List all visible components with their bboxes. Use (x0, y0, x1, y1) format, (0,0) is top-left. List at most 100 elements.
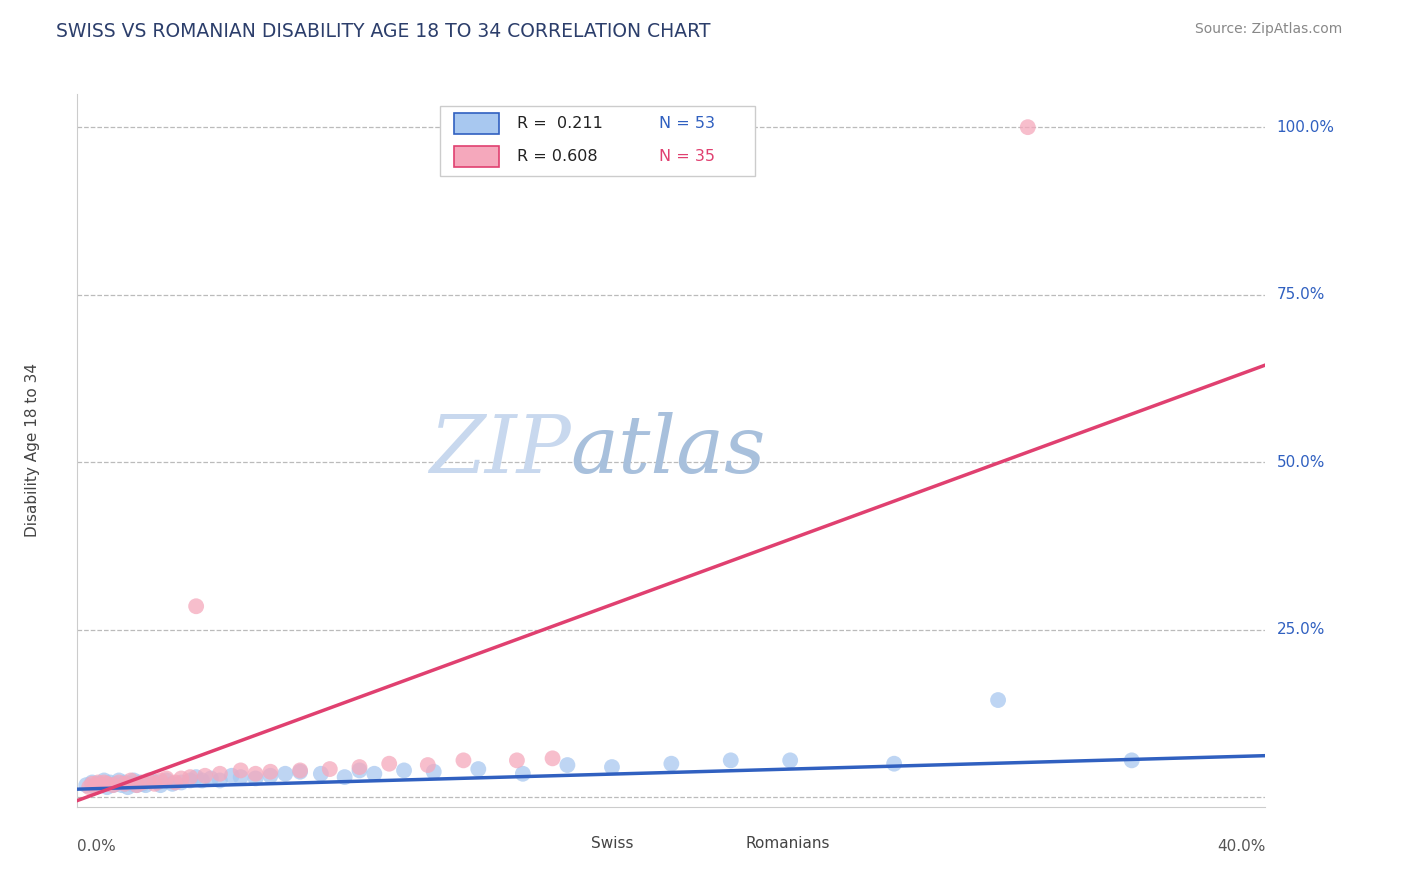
Point (114, 775, 136, 789)
Point (149, 778, 172, 792)
Point (120, 777, 142, 791)
Point (349, 760, 371, 774)
Point (125, 778, 148, 792)
Point (186, 770, 208, 784)
Point (416, 758, 439, 772)
Point (600, 760, 623, 774)
FancyBboxPatch shape (707, 836, 737, 852)
Point (179, 773, 201, 788)
Text: Source: ZipAtlas.com: Source: ZipAtlas.com (1195, 22, 1343, 37)
Point (108, 775, 131, 789)
Point (84, 778, 107, 792)
Point (149, 773, 172, 788)
Point (82, 777, 104, 791)
Point (259, 769, 281, 783)
Point (170, 772, 193, 786)
Point (1017, 120, 1039, 135)
Point (274, 766, 297, 780)
Point (208, 773, 231, 788)
Text: 25.0%: 25.0% (1277, 623, 1324, 637)
Text: 50.0%: 50.0% (1277, 455, 1324, 470)
Text: ZIP: ZIP (429, 412, 571, 489)
Point (557, 758, 579, 772)
Point (146, 775, 169, 789)
Point (288, 764, 311, 778)
Text: N = 53: N = 53 (659, 116, 716, 131)
Point (720, 753, 742, 767)
Point (1121, 753, 1143, 767)
Text: atlas: atlas (571, 412, 766, 489)
Point (93, 775, 115, 789)
Point (101, 778, 124, 792)
Point (512, 766, 534, 780)
Point (245, 772, 267, 786)
Point (104, 777, 127, 791)
Point (422, 764, 444, 779)
Point (288, 764, 311, 779)
Point (453, 753, 475, 767)
Text: 40.0%: 40.0% (1218, 839, 1265, 855)
Text: R = 0.608: R = 0.608 (517, 149, 598, 164)
Point (319, 762, 342, 776)
Point (114, 777, 136, 791)
Point (987, 693, 1010, 707)
Point (779, 753, 801, 767)
Point (90, 778, 112, 792)
Point (125, 778, 148, 792)
Point (96, 777, 118, 791)
Text: 100.0%: 100.0% (1277, 120, 1334, 135)
Point (138, 773, 160, 788)
Point (229, 770, 252, 784)
Point (162, 777, 184, 791)
Point (135, 778, 157, 792)
Point (87, 777, 110, 791)
Text: N = 35: N = 35 (659, 149, 716, 164)
Point (93, 773, 115, 788)
Point (155, 773, 177, 788)
Point (170, 775, 193, 789)
Point (77, 780, 100, 794)
Point (75, 778, 97, 792)
Point (245, 766, 267, 780)
Point (194, 769, 217, 783)
Text: Swiss: Swiss (591, 836, 633, 851)
Point (191, 773, 214, 788)
Point (541, 751, 564, 765)
Point (259, 764, 281, 779)
Point (120, 773, 142, 788)
Point (186, 599, 208, 614)
Point (392, 764, 415, 778)
Point (221, 769, 243, 783)
Point (122, 773, 145, 788)
Point (131, 775, 153, 789)
FancyBboxPatch shape (454, 145, 499, 167)
Point (98, 775, 121, 789)
Point (141, 773, 163, 788)
Point (155, 772, 177, 786)
Text: Romanians: Romanians (745, 836, 830, 851)
FancyBboxPatch shape (454, 113, 499, 135)
Point (349, 764, 371, 778)
FancyBboxPatch shape (440, 106, 755, 176)
Point (661, 756, 683, 771)
Point (506, 753, 529, 767)
Point (333, 770, 356, 784)
Point (467, 762, 489, 776)
Point (101, 778, 124, 792)
Point (84, 780, 107, 794)
Point (378, 756, 401, 771)
Point (179, 770, 201, 784)
Point (87, 775, 110, 789)
FancyBboxPatch shape (553, 836, 582, 852)
Point (883, 756, 905, 771)
Point (229, 764, 252, 778)
Point (108, 773, 131, 788)
Text: R =  0.211: R = 0.211 (517, 116, 603, 131)
Text: 75.0%: 75.0% (1277, 287, 1324, 302)
Point (363, 766, 385, 780)
Point (128, 775, 150, 789)
Point (82, 775, 104, 789)
Point (111, 778, 134, 792)
Point (90, 778, 112, 792)
Text: Disability Age 18 to 34: Disability Age 18 to 34 (25, 363, 39, 538)
